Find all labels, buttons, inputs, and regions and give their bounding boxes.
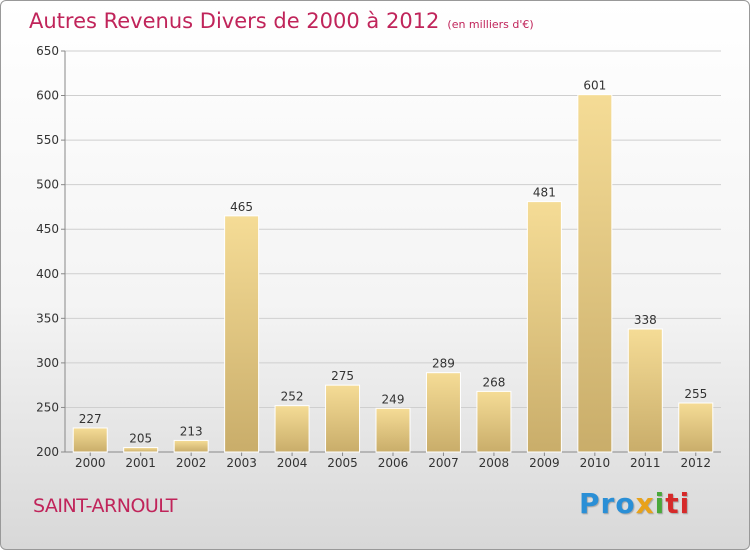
x-tick-label-2009: 2009 — [529, 456, 560, 470]
y-tick-label: 550 — [36, 133, 59, 147]
y-tick-label: 300 — [36, 356, 59, 370]
chart-title-wrap: Autres Revenus Divers de 2000 à 2012 (en … — [29, 9, 534, 33]
x-tick-label-2010: 2010 — [580, 456, 611, 470]
x-tick-label-2003: 2003 — [226, 456, 257, 470]
bar-2007 — [425, 372, 461, 453]
bar-2001 — [123, 447, 159, 453]
data-label-2000: 227 — [79, 412, 102, 426]
data-label-2001: 205 — [129, 432, 152, 446]
bar-2003 — [224, 215, 260, 453]
x-tick-label-2007: 2007 — [428, 456, 459, 470]
commune-name: SAINT-ARNOULT — [33, 495, 177, 517]
bar-2012 — [678, 402, 714, 453]
bar-2009 — [526, 201, 562, 453]
y-tick-label: 600 — [36, 89, 59, 103]
y-tick-label: 400 — [36, 267, 59, 281]
x-tick-label-2012: 2012 — [680, 456, 711, 470]
data-label-2005: 275 — [331, 369, 354, 383]
data-label-2008: 268 — [482, 375, 505, 389]
data-label-2007: 289 — [432, 357, 455, 371]
logo-part-2: x — [635, 487, 655, 520]
x-tick-label-2008: 2008 — [479, 456, 510, 470]
y-tick-label: 650 — [36, 44, 59, 58]
data-label-2002: 213 — [180, 424, 203, 438]
bar-2000 — [72, 427, 108, 453]
chart-unit: (en milliers d'€) — [447, 18, 534, 31]
proxiti-logo: Proxiti — [579, 487, 690, 520]
logo-part-4: ti — [665, 487, 691, 520]
bar-2004 — [274, 405, 310, 453]
bar-2002 — [173, 439, 209, 453]
data-label-2006: 249 — [382, 392, 405, 406]
data-label-2009: 481 — [533, 186, 556, 200]
bar-2005 — [325, 384, 361, 453]
data-label-2012: 255 — [684, 387, 707, 401]
x-tick-label-2006: 2006 — [378, 456, 409, 470]
y-tick-label: 500 — [36, 178, 59, 192]
y-tick-label: 350 — [36, 311, 59, 325]
bar-2006 — [375, 407, 411, 453]
bar-2008 — [476, 390, 512, 453]
chart-title: Autres Revenus Divers de 2000 à 2012 — [29, 9, 440, 33]
y-tick-label: 450 — [36, 222, 59, 236]
bar-2011 — [627, 328, 663, 453]
data-label-2010: 601 — [583, 79, 606, 93]
x-tick-label-2004: 2004 — [277, 456, 308, 470]
y-tick-label: 250 — [36, 400, 59, 414]
bars: 227 205 213 465 252 275 249 289 268 481 601 338 255 — [72, 79, 714, 453]
data-label-2004: 252 — [281, 390, 304, 404]
logo-part-1: Pro — [579, 487, 636, 520]
x-tick-label-2005: 2005 — [327, 456, 358, 470]
x-tick-label-2011: 2011 — [630, 456, 661, 470]
data-label-2011: 338 — [634, 313, 657, 327]
y-tick-label: 200 — [36, 445, 59, 459]
logo-part-3: i — [654, 487, 666, 520]
data-label-2003: 465 — [230, 200, 253, 214]
x-tick-label-2000: 2000 — [75, 456, 106, 470]
x-tick-label-2002: 2002 — [176, 456, 207, 470]
bar-2010 — [577, 94, 613, 453]
x-tick-label-2001: 2001 — [125, 456, 156, 470]
axes: 200 250 300 350 400 450 500 550 600 650 2000 2001 20… — [36, 44, 721, 470]
